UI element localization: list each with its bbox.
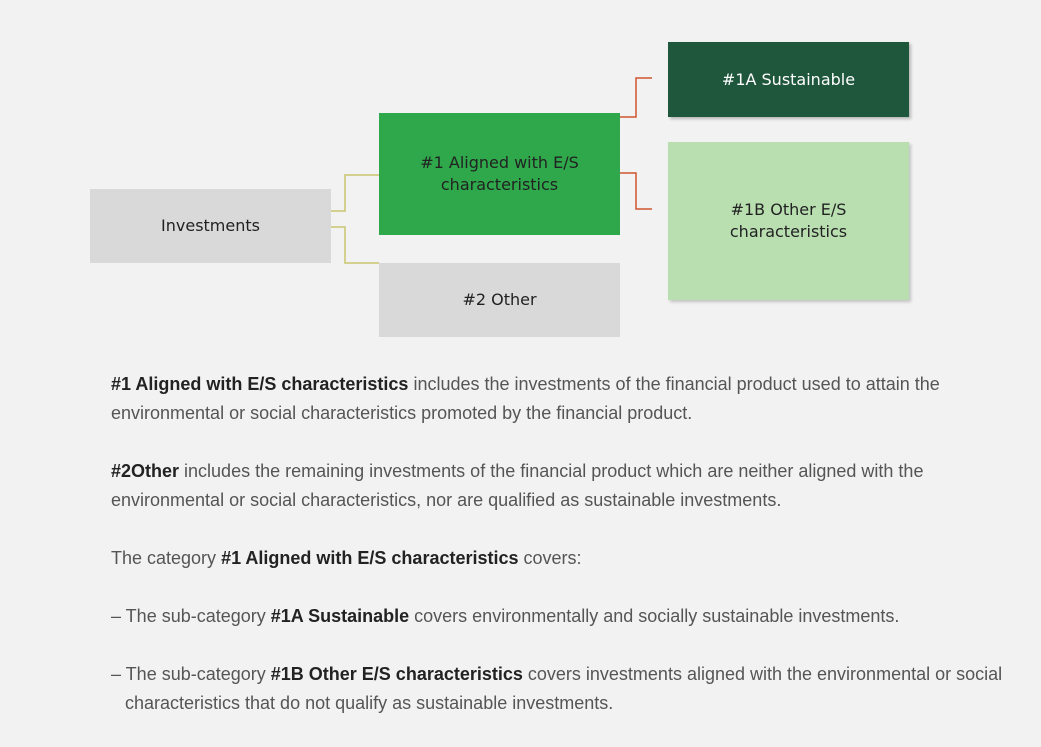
node-investments: Investments	[90, 189, 331, 263]
text-run: – The sub-category	[111, 606, 271, 626]
description: #1 Aligned with E/S characteristics incl…	[111, 370, 1036, 747]
connectors	[330, 77, 652, 264]
node-sustainable: #1A Sustainable	[668, 42, 909, 117]
bold-term: #1 Aligned with E/S characteristics	[111, 374, 409, 394]
connector	[620, 77, 652, 118]
text-run: The category	[111, 548, 222, 568]
connector	[620, 172, 652, 210]
bold-term: #1B Other E/S characteristics	[270, 664, 523, 684]
connector	[330, 174, 379, 212]
text-run: covers investments aligned with the envi…	[125, 664, 1003, 713]
paragraph: #2Other includes the remaining investmen…	[111, 457, 1036, 515]
text-run: covers environmentally and socially sust…	[409, 606, 900, 626]
node-other: #2 Other	[379, 263, 620, 337]
paragraph: – The sub-category #1B Other E/S charact…	[111, 660, 1036, 718]
text-run: includes the remaining investments of th…	[111, 461, 924, 510]
text-run: includes the investments of the financia…	[111, 374, 940, 423]
node-other-es: #1B Other E/S characteristics	[668, 142, 909, 300]
paragraph: The category #1 Aligned with E/S charact…	[111, 544, 1036, 573]
paragraph: – The sub-category #1A Sustainable cover…	[111, 602, 1036, 631]
text-run: covers:	[518, 548, 582, 568]
node-aligned: #1 Aligned with E/S characteristics	[379, 113, 620, 235]
paragraph: #1 Aligned with E/S characteristics incl…	[111, 370, 1036, 428]
bold-term: #2Other	[111, 461, 180, 481]
bold-term: #1 Aligned with E/S characteristics	[221, 548, 519, 568]
connector	[330, 226, 379, 264]
bold-term: #1A Sustainable	[270, 606, 410, 626]
text-run: – The sub-category	[111, 664, 271, 684]
